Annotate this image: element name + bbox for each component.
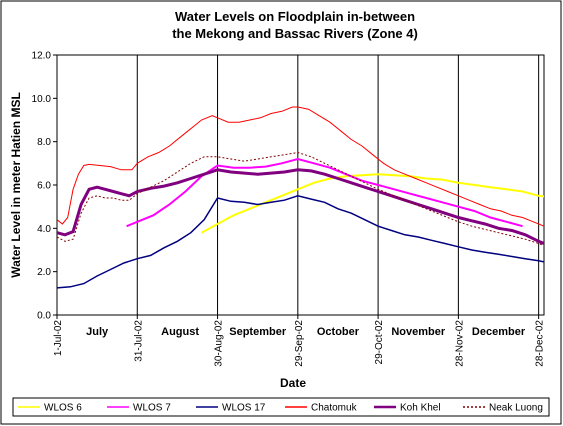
legend-label-5: Neak Luong <box>489 403 543 414</box>
month-label-0: July <box>86 326 109 338</box>
x-tick-label-4: 29-Oct-02 <box>374 320 385 365</box>
plot-area <box>56 54 545 316</box>
legend-label-4: Koh Khel <box>400 403 441 414</box>
y-axis: 0.0 2.0 4.0 6.0 8.0 10.0 12.0 <box>32 51 57 322</box>
y-tick-label-3: 6.0 <box>37 181 51 192</box>
month-label-2: September <box>229 326 287 338</box>
gridlines <box>136 55 540 315</box>
legend-label-2: WLOS 17 <box>222 403 266 414</box>
y-axis-label: Water Level in meter Hatien MSL <box>9 92 23 278</box>
legend-box <box>12 397 550 417</box>
series-line-wlos-17 <box>57 195 544 289</box>
legend: WLOS 6 WLOS 7 WLOS 17 Chatomuk Koh Khel Neak … <box>12 397 550 417</box>
y-tick-label-4: 8.0 <box>37 137 51 148</box>
x-tick-label-5: 28-Nov-02 <box>454 320 465 367</box>
x-tick-label-1: 31-Jul-02 <box>133 320 144 362</box>
x-axis: 1-Jul-02 31-Jul-02 30-Aug-02 29-Sep-02 29-Oc… <box>53 315 546 367</box>
month-label-5: December <box>472 326 526 338</box>
month-label-4: November <box>391 326 446 338</box>
y-tick-label-0: 0.0 <box>37 311 51 322</box>
chart-title-line-2: the Mekong and Bassac Rivers (Zone 4) <box>172 26 418 41</box>
y-tick-label-1: 2.0 <box>37 267 51 278</box>
legend-label-3: Chatomuk <box>311 403 358 414</box>
x-axis-label: Date <box>280 376 306 390</box>
x-tick-label-3: 29-Sep-02 <box>294 320 305 367</box>
x-tick-label-2: 30-Aug-02 <box>214 320 225 367</box>
y-tick-label-2: 4.0 <box>37 224 51 235</box>
series-line-wlos-7 <box>126 157 523 228</box>
month-label-1: August <box>161 326 199 338</box>
legend-label-1: WLOS 7 <box>133 403 171 414</box>
series-layer <box>57 106 544 289</box>
series-line-chatomuk <box>57 106 544 227</box>
x-tick-label-0: 1-Jul-02 <box>53 320 64 357</box>
y-tick-label-5: 10.0 <box>32 94 52 105</box>
series-line-koh-khel <box>57 168 544 246</box>
legend-label-0: WLOS 6 <box>44 403 82 414</box>
series-line-neak-luong <box>57 151 544 247</box>
x-tick-label-6: 28-Dec-02 <box>535 320 546 367</box>
y-tick-label-6: 12.0 <box>32 51 52 62</box>
chart-title-line-1: Water Levels on Floodplain in-between <box>175 9 415 24</box>
month-label-3: October <box>317 326 360 338</box>
